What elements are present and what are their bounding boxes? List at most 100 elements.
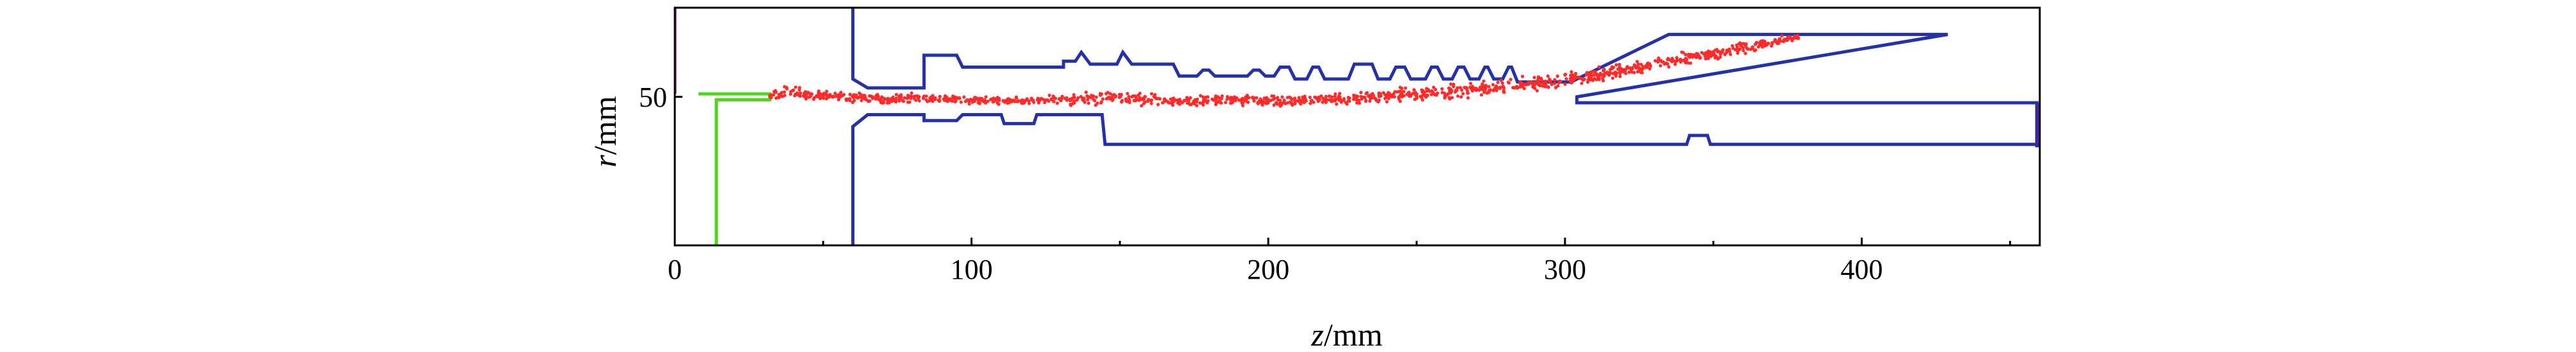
beam-particle <box>1474 88 1478 92</box>
plot-contents <box>675 8 2040 245</box>
beam-particle <box>1635 60 1639 64</box>
beam-particle <box>1040 96 1044 101</box>
beam-particle <box>1303 94 1307 98</box>
beam-particle <box>901 100 906 103</box>
beam-particle <box>1630 67 1634 71</box>
beam-particle <box>1403 86 1407 90</box>
beam-particle <box>1037 101 1040 105</box>
beam-particle <box>1711 53 1715 57</box>
beam-particle <box>1421 98 1425 102</box>
beam-particle <box>781 94 784 98</box>
beam-particle <box>1434 87 1437 91</box>
beam-particle <box>1137 93 1140 97</box>
beam-particle <box>1466 89 1470 93</box>
beam-particle <box>1107 95 1111 99</box>
beam-particle <box>1385 92 1389 96</box>
beam-particle <box>970 98 975 102</box>
beam-particle <box>1285 101 1289 105</box>
beam-particle <box>1003 99 1007 103</box>
beam-particle <box>1187 99 1191 103</box>
beam-particle <box>1536 75 1541 79</box>
beam-particle <box>1691 53 1695 57</box>
beam-particle <box>1491 83 1495 87</box>
beam-particle <box>1556 84 1560 88</box>
x-axis-variable: z <box>1310 317 1323 352</box>
beam-particle <box>1703 54 1707 58</box>
axes-frame <box>674 6 2041 247</box>
beam-particle <box>1052 100 1056 103</box>
beam-particle <box>1686 54 1690 58</box>
x-axis-ticks: 0 100 200 300 400 <box>668 238 2012 285</box>
beam-particle <box>1044 98 1047 102</box>
beam-particle <box>1709 55 1713 58</box>
beam-particle <box>1514 85 1518 89</box>
beam-particle <box>1198 101 1202 105</box>
beam-particle <box>1319 94 1323 98</box>
beam-particle <box>880 95 884 99</box>
x-tick-label: 0 <box>668 254 682 285</box>
beam-particle <box>1469 82 1473 85</box>
beam-particle <box>1127 94 1131 99</box>
plot-area <box>674 6 2041 247</box>
beam-particle <box>1680 50 1684 54</box>
beam-particle <box>1536 79 1539 83</box>
beam-particle <box>879 101 883 105</box>
beam-particle <box>917 99 921 103</box>
beam-particle <box>1137 97 1141 101</box>
beam-particle <box>791 89 795 92</box>
beam-particle <box>1555 74 1559 78</box>
beam-particle <box>833 91 837 95</box>
beam-particle <box>1482 88 1487 92</box>
beam-particle <box>1531 85 1535 89</box>
beam-particle <box>986 100 990 103</box>
beam-particle <box>1075 98 1079 102</box>
beam-particle <box>1330 95 1334 99</box>
beam-particle <box>1216 100 1219 104</box>
beam-particle <box>1355 94 1360 98</box>
beam-particle <box>1471 86 1475 90</box>
beam-particle <box>1598 71 1602 75</box>
beam-particle <box>1333 99 1337 103</box>
beam-particle <box>1502 90 1505 94</box>
beam-particle <box>1382 91 1385 95</box>
beam-particle <box>1296 99 1300 103</box>
beam-particle <box>1385 100 1389 103</box>
beam-particle <box>817 89 820 93</box>
beam-particle <box>1225 97 1229 101</box>
beam-particle <box>768 93 772 97</box>
beam-particle <box>1262 96 1266 100</box>
beam-particle <box>1499 78 1503 82</box>
beam-particle <box>1482 79 1486 83</box>
beam-particle <box>1778 37 1782 40</box>
structure-upper-wall <box>851 8 1948 90</box>
beam-particle <box>958 96 962 100</box>
beam-particle <box>1047 93 1051 97</box>
beam-particle <box>996 101 999 105</box>
beam-particle <box>1663 62 1666 66</box>
beam-particle <box>1601 76 1605 80</box>
beam-particle <box>804 97 808 101</box>
beam-particle <box>1509 78 1513 82</box>
beam-particle <box>929 95 933 99</box>
beam-particle <box>799 91 802 95</box>
beam-particle <box>909 96 913 100</box>
beam-particle <box>1656 58 1660 62</box>
beam-particle <box>1741 49 1745 53</box>
beam-particle <box>1500 81 1504 85</box>
beam-particle <box>1079 94 1083 99</box>
beam-particle <box>1572 75 1576 79</box>
beam-particle <box>1557 81 1561 85</box>
beam-particle <box>1160 101 1165 105</box>
beam-particle <box>1452 85 1455 89</box>
beam-particle <box>933 96 937 100</box>
beam-particle <box>1479 85 1482 89</box>
beam-particle <box>1522 87 1526 91</box>
x-tick-label: 400 <box>1840 254 1883 285</box>
beam-particle <box>1027 101 1031 105</box>
beam-particle <box>916 94 920 99</box>
beam-particle <box>1335 102 1339 106</box>
beam-particle <box>793 85 797 89</box>
beam-particle <box>1518 85 1522 89</box>
beam-particle <box>1093 99 1097 103</box>
beam-particle <box>871 95 875 99</box>
